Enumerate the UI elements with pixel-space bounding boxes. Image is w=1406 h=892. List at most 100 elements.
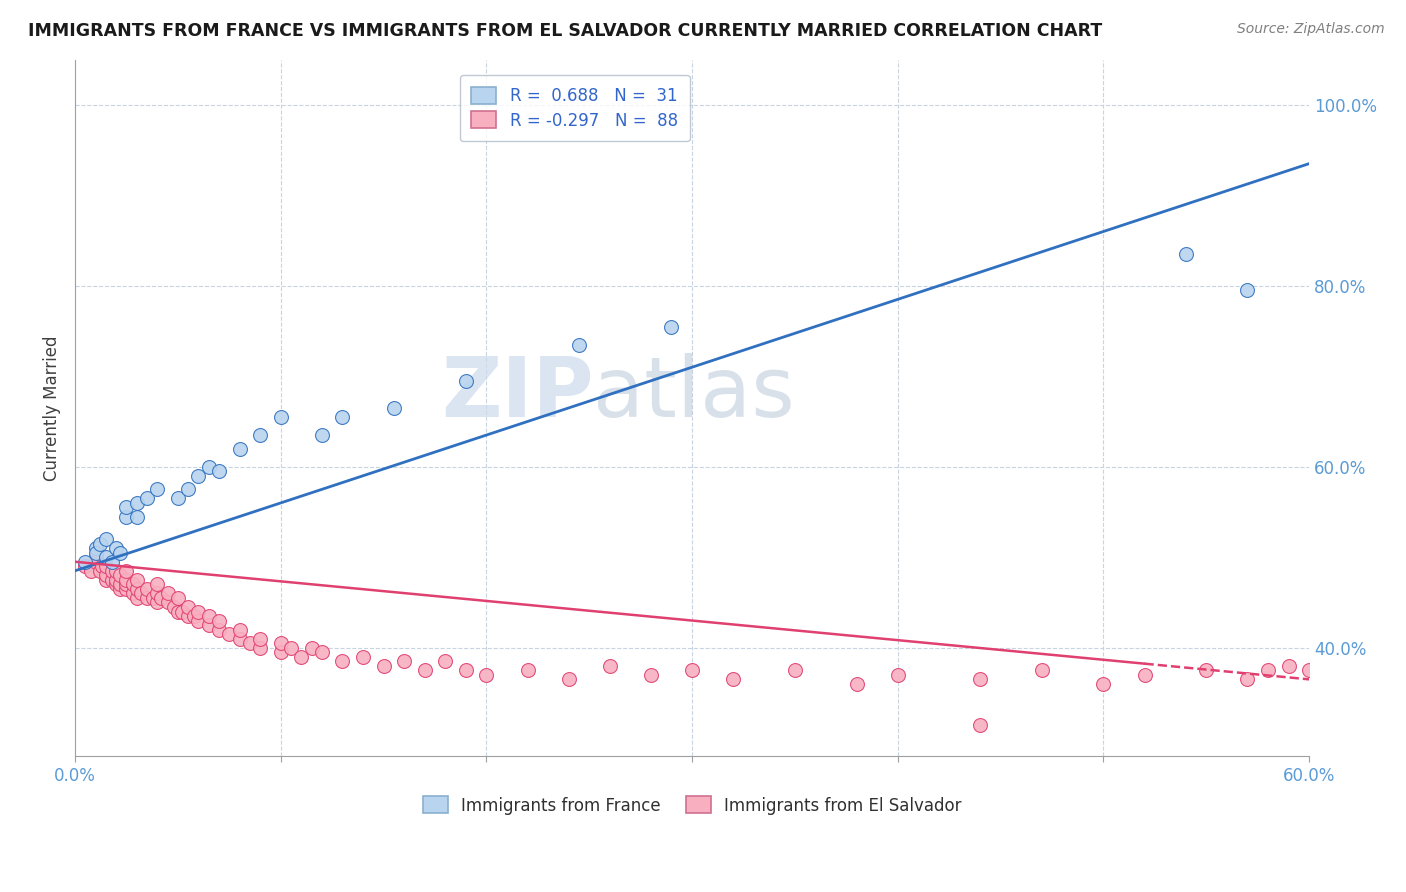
Point (177, 609, 200, 624)
Text: Source: ZipAtlas.com: Source: ZipAtlas.com (1237, 22, 1385, 37)
Point (187, 468, 209, 483)
Point (121, 577, 143, 591)
Point (183, 609, 205, 624)
Point (332, 409, 354, 424)
Point (115, 509, 138, 524)
Point (392, 654, 415, 668)
Point (177, 599, 200, 614)
Point (454, 374, 477, 388)
Point (110, 546, 132, 560)
Point (239, 636, 262, 650)
Point (249, 428, 271, 442)
Point (146, 586, 169, 600)
Point (84, 546, 107, 560)
Point (640, 668, 662, 682)
Point (136, 582, 159, 596)
Point (1092, 677, 1115, 691)
Text: ZIP: ZIP (441, 353, 593, 434)
Point (129, 586, 152, 600)
Point (311, 428, 333, 442)
Point (208, 614, 231, 628)
Point (886, 668, 908, 682)
Point (115, 564, 138, 578)
Point (413, 663, 436, 677)
Point (115, 573, 138, 587)
Point (721, 673, 744, 687)
Point (1277, 658, 1299, 673)
Point (270, 409, 292, 424)
Point (969, 673, 991, 687)
Point (90, 559, 112, 574)
Point (969, 717, 991, 731)
Point (115, 577, 138, 591)
Point (599, 658, 621, 673)
Legend: Immigrants from France, Immigrants from El Salvador: Immigrants from France, Immigrants from … (412, 787, 972, 824)
Point (249, 640, 271, 655)
Point (163, 599, 186, 614)
Point (280, 640, 302, 655)
Point (1298, 663, 1320, 677)
Point (228, 442, 250, 456)
Point (475, 668, 498, 682)
Point (146, 577, 169, 591)
Point (94, 532, 117, 546)
Point (101, 555, 124, 569)
Point (1133, 668, 1156, 682)
Point (89, 564, 111, 578)
Point (681, 663, 703, 677)
Point (150, 591, 173, 605)
Text: IMMIGRANTS FROM FRANCE VS IMMIGRANTS FROM EL SALVADOR CURRENTLY MARRIED CORRELAT: IMMIGRANTS FROM FRANCE VS IMMIGRANTS FRO… (28, 22, 1102, 40)
Point (434, 654, 457, 668)
Point (105, 564, 128, 578)
Point (136, 591, 159, 605)
Point (1174, 247, 1197, 261)
Point (105, 577, 128, 591)
Point (125, 591, 148, 605)
Point (115, 582, 138, 596)
Point (125, 496, 148, 510)
Point (156, 595, 179, 609)
Point (845, 677, 868, 691)
Point (382, 401, 405, 415)
Point (94, 568, 117, 582)
Point (84, 555, 107, 569)
Point (121, 586, 143, 600)
Point (661, 319, 683, 334)
Point (187, 605, 209, 619)
Point (1195, 663, 1218, 677)
Text: atlas: atlas (593, 353, 794, 434)
Point (228, 623, 250, 637)
Point (373, 658, 395, 673)
Point (84, 541, 107, 556)
Point (84, 550, 107, 565)
Point (80, 564, 103, 578)
Point (783, 663, 806, 677)
Point (166, 491, 188, 506)
Point (352, 649, 374, 664)
Point (170, 605, 193, 619)
Point (142, 591, 165, 605)
Point (105, 573, 128, 587)
Point (568, 337, 591, 351)
Point (311, 645, 333, 659)
Point (94, 559, 117, 574)
Point (197, 609, 219, 624)
Point (110, 577, 132, 591)
Point (187, 614, 209, 628)
Y-axis label: Currently Married: Currently Married (44, 335, 60, 481)
Point (208, 623, 231, 637)
Point (146, 595, 169, 609)
Point (557, 673, 579, 687)
Point (110, 582, 132, 596)
Point (454, 663, 477, 677)
Point (75, 555, 97, 569)
Point (1236, 673, 1258, 687)
Point (1257, 663, 1279, 677)
Point (115, 500, 138, 515)
Point (156, 586, 179, 600)
Point (89, 536, 111, 550)
Point (270, 636, 292, 650)
Point (101, 573, 124, 587)
Point (301, 640, 323, 655)
Point (125, 509, 148, 524)
